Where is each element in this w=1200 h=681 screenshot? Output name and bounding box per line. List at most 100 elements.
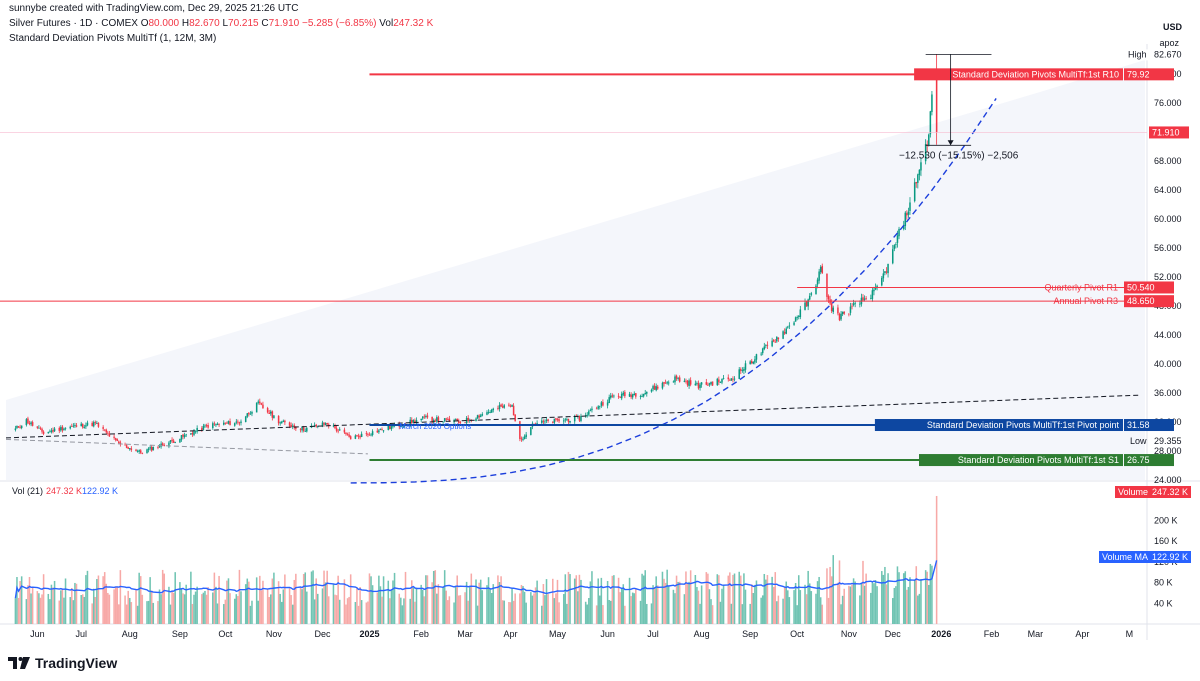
volume-bar: [83, 596, 86, 624]
volume-bar: [28, 576, 31, 624]
candle-body: [492, 408, 495, 411]
volume-bar: [860, 582, 863, 624]
candle-body: [169, 440, 172, 443]
volume-bar: [588, 598, 590, 624]
volume-bar: [47, 593, 50, 624]
volume-bar: [119, 570, 122, 624]
candle-body: [920, 162, 922, 171]
candle-body: [840, 313, 842, 320]
candle-body: [227, 421, 230, 424]
candle-body: [620, 393, 623, 399]
volume-bar: [277, 581, 280, 624]
volume-bar: [744, 589, 747, 624]
candle-body: [50, 430, 53, 433]
volume-bar: [782, 598, 784, 624]
volume-bar: [317, 593, 319, 624]
candle-body: [718, 379, 720, 383]
candle-body: [268, 412, 270, 414]
volume-bar: [310, 571, 313, 624]
symbol-legend[interactable]: Silver Futures · 1D · COMEX O80.000 H82.…: [9, 17, 433, 30]
volume-bar: [750, 584, 753, 624]
indicator-legend[interactable]: Standard Deviation Pivots MultiTf (1, 12…: [9, 33, 217, 44]
price-tick-label: 24.000: [1154, 475, 1182, 485]
candle-body: [348, 434, 350, 437]
volume-bar: [808, 583, 811, 624]
volume-bar: [398, 593, 401, 624]
volume-bar: [852, 578, 855, 624]
volume-bar: [270, 594, 272, 624]
candle-body: [683, 380, 686, 382]
volume-bar: [370, 576, 372, 624]
volume-bar: [804, 584, 806, 624]
volume-bar: [97, 575, 100, 624]
axis-currency[interactable]: USD: [1162, 22, 1182, 32]
volume-bar: [558, 602, 560, 624]
volume-bar: [343, 579, 346, 624]
volume-bar: [793, 590, 795, 624]
candle-body: [266, 407, 269, 413]
candle-body: [738, 369, 740, 379]
candle-body: [827, 296, 830, 300]
candle-body: [47, 431, 50, 434]
volume-bar: [246, 578, 249, 624]
candle-body: [631, 394, 634, 398]
volume-bar: [442, 586, 444, 624]
volume-bar: [891, 598, 894, 624]
candle-body: [346, 433, 349, 435]
candle-body: [810, 293, 813, 295]
candle-body: [696, 382, 698, 384]
candle-body: [639, 396, 642, 397]
volume-bar: [686, 583, 689, 624]
candle-body: [552, 421, 554, 423]
volume-bar: [295, 573, 297, 624]
volume-bar: [218, 575, 220, 624]
volume-bar: [387, 580, 390, 624]
volume-bar: [609, 600, 612, 624]
axis-unit[interactable]: apoz: [1159, 38, 1179, 48]
volume-bar: [876, 586, 878, 624]
volume-bar: [926, 571, 928, 624]
r10-badge-text: Standard Deviation Pivots MultiTf:1st R1…: [952, 69, 1119, 79]
volume-bar: [174, 572, 176, 624]
candle-body: [478, 415, 480, 418]
volume-bar: [830, 576, 833, 624]
time-tick-label: Dec: [314, 629, 331, 639]
candle-body: [653, 385, 656, 390]
volume-bar: [882, 574, 885, 624]
volume-bar: [437, 584, 440, 624]
volume-bar: [71, 588, 73, 624]
candle-body: [102, 427, 104, 429]
candle-body: [315, 424, 317, 427]
candle-body: [367, 433, 369, 435]
candle-body: [797, 316, 800, 317]
candle-body: [64, 427, 67, 429]
volume-bar: [401, 605, 404, 624]
candle-body: [150, 446, 153, 451]
candle-body: [761, 348, 764, 354]
candle-body: [501, 406, 504, 408]
volume-bar: [821, 604, 824, 624]
volume-bar: [379, 586, 382, 624]
candle-body: [171, 439, 173, 441]
volume-bar: [479, 579, 482, 624]
candle-body: [818, 271, 820, 281]
volume-badge-value: 247.32 K: [1152, 487, 1188, 497]
candle-body: [447, 418, 449, 420]
candle-body: [389, 425, 391, 430]
candle-body: [774, 341, 777, 343]
candle-body: [415, 419, 418, 424]
candle-body: [201, 428, 203, 431]
volume-bar: [282, 589, 285, 624]
volume-bar: [620, 587, 623, 624]
candle-body: [392, 426, 394, 428]
volume-ma-line: [14, 560, 938, 599]
volume-bar: [63, 597, 65, 624]
volume-bar: [815, 593, 817, 624]
candle-body: [870, 298, 872, 300]
volume-bar: [805, 594, 808, 624]
volume-bar: [522, 586, 524, 624]
volume-bar: [881, 571, 883, 624]
volume-bar: [492, 584, 495, 624]
candle-body: [733, 378, 736, 380]
